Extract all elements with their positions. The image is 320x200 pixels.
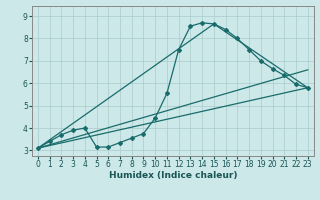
X-axis label: Humidex (Indice chaleur): Humidex (Indice chaleur) xyxy=(108,171,237,180)
